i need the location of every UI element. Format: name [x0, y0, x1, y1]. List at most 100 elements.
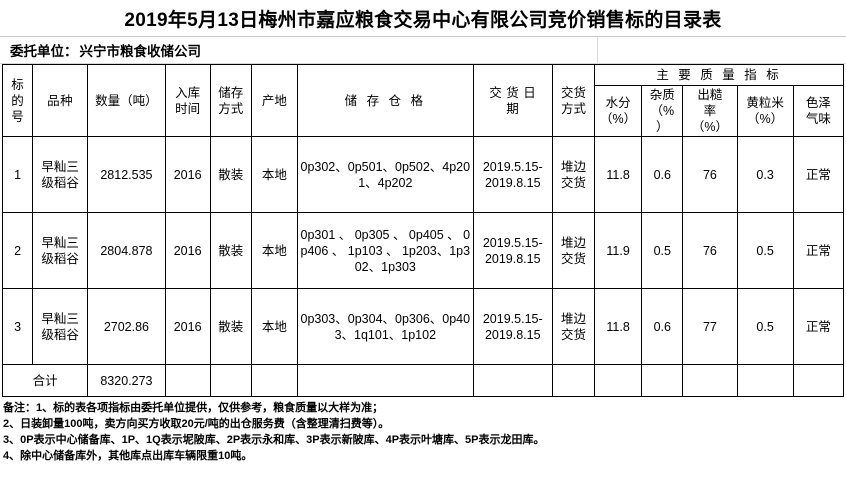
table-row: 2 早籼三 级稻谷 2804.878 2016 散装 本地 0p301 、 0p… — [1, 212, 845, 289]
th-delivery-method: 交货 方式 — [551, 64, 596, 137]
table-total-row: 合计 8320.273 — [1, 364, 845, 397]
cell-lot-no: 2 — [1, 212, 34, 289]
th-lot-no-l2: 的 — [11, 93, 24, 108]
cell-storage-time: 2016 — [164, 212, 211, 289]
cell-variety: 早籼三 级稻谷 — [32, 212, 89, 289]
table-wrapper: 标 的 号 品种 数量（吨） 入库 时间 储存 方式 产地 储 存 — [0, 64, 846, 397]
th-lot-no-l1: 标 — [11, 77, 24, 92]
th-origin: 产地 — [250, 64, 299, 137]
cell-delivery-date-l1: 2019.5.15- — [482, 159, 543, 174]
cell-variety: 早籼三 级稻谷 — [32, 288, 89, 365]
th-delivery-date-l2: 期 — [506, 101, 520, 116]
cell-color-odor: 正常 — [792, 288, 845, 365]
cell-storage-method: 散装 — [209, 136, 252, 213]
cell-total-quantity: 8320.273 — [87, 364, 166, 397]
th-brown-l3: （%） — [691, 120, 728, 134]
cell-color-odor: 正常 — [792, 212, 845, 289]
cell-yellow-rice: 0.5 — [736, 212, 794, 289]
cell-variety-l2: 级稻谷 — [41, 175, 79, 190]
cell-delivery-date-l2: 2019.8.15 — [484, 251, 541, 266]
cell-delivery-date: 2019.5.15- 2019.8.15 — [472, 212, 553, 289]
cell-storage-time: 2016 — [164, 288, 211, 365]
th-warehouse-cells: 储 存 仓 格 — [297, 64, 474, 137]
cell-variety: 早籼三 级稻谷 — [32, 136, 89, 213]
consignor-label: 委托单位： — [10, 44, 78, 59]
th-quantity: 数量（吨） — [87, 64, 166, 137]
th-delivery-date-l1: 交 货 日 — [489, 85, 537, 100]
cell-total-brown-rice-rate — [682, 364, 738, 397]
th-impurity: 杂质 （% ） — [641, 85, 684, 137]
consignor-value: 兴宁市粮食收储公司 — [79, 44, 202, 59]
cell-lot-no: 1 — [1, 136, 34, 213]
cell-delivery-method-l1: 堆边 — [560, 159, 586, 174]
cell-total-delivery-method — [551, 364, 596, 397]
cell-impurity: 0.6 — [641, 136, 684, 213]
cell-total-storage-method — [209, 364, 252, 397]
th-impurity-l3: ） — [656, 120, 669, 134]
th-storage-method-l1: 储存 — [218, 85, 244, 100]
th-impurity-l2: （% — [650, 104, 675, 118]
cell-quantity: 2812.535 — [87, 136, 166, 213]
cell-total-yellow-rice — [736, 364, 794, 397]
cell-color-odor: 正常 — [792, 136, 845, 213]
cell-yellow-rice: 0.3 — [736, 136, 794, 213]
cell-origin: 本地 — [250, 212, 299, 289]
cell-total-warehouse-cells — [297, 364, 474, 397]
cell-brown-rice-rate: 77 — [682, 288, 738, 365]
cell-moisture: 11.8 — [594, 288, 643, 365]
cell-storage-time: 2016 — [164, 136, 211, 213]
table-row: 3 早籼三 级稻谷 2702.86 2016 散装 本地 0p303、0p304… — [1, 288, 845, 365]
th-lot-no-l3: 号 — [11, 109, 24, 124]
cell-delivery-method: 堆边 交货 — [551, 212, 596, 289]
cell-warehouse-cells: 0p302、0p501、0p502、4p201、4p202 — [297, 136, 474, 213]
cell-moisture: 11.8 — [594, 136, 643, 213]
cell-quantity: 2804.878 — [87, 212, 166, 289]
cell-lot-no: 3 — [1, 288, 34, 365]
th-quality-group: 主 要 质 量 指 标 — [594, 64, 844, 86]
cell-total-delivery-date — [472, 364, 553, 397]
cell-delivery-date-l1: 2019.5.15- — [482, 311, 543, 326]
note-line-1: 备注：1、标的表各项指标由委托单位提供，仅供参考，粮食质量以大样为准； — [3, 402, 384, 414]
th-brown-l2: 率 — [703, 104, 717, 118]
cell-total-storage-time — [164, 364, 211, 397]
cell-delivery-method: 堆边 交货 — [551, 136, 596, 213]
table-head: 标 的 号 品种 数量（吨） 入库 时间 储存 方式 产地 储 存 — [1, 64, 845, 137]
note-line-4: 4、除中心储备库外，其他库点出库车辆限重10吨。 — [3, 449, 253, 462]
th-color-odor: 色泽 气味 — [792, 85, 845, 137]
th-lot-no: 标 的 号 — [1, 64, 34, 137]
cell-quantity: 2702.86 — [87, 288, 166, 365]
cell-warehouse-cells: 0p303、0p304、0p306、0p403、1q101、1p102 — [297, 288, 474, 365]
note-line-3: 3、0P表示中心储备库、1P、1Q表示坭陂库、2P表示永和库、3P表示新陂库、4… — [3, 433, 545, 446]
th-brown-l1: 出糙 — [697, 88, 723, 102]
th-storage-time-l1: 入库 — [175, 85, 201, 100]
cell-delivery-method-l2: 交货 — [560, 175, 586, 190]
cell-variety-l1: 早籼三 — [41, 235, 79, 250]
cell-moisture: 11.9 — [594, 212, 643, 289]
th-delivery-method-l2: 方式 — [560, 101, 586, 116]
cell-delivery-method-l1: 堆边 — [560, 311, 586, 326]
cell-delivery-date-l2: 2019.8.15 — [484, 327, 541, 342]
cell-origin: 本地 — [250, 136, 299, 213]
page-title: 2019年5月13日梅州市嘉应粮食交易中心有限公司竞价销售标的目录表 — [124, 9, 722, 31]
cell-delivery-date-l2: 2019.8.15 — [484, 175, 541, 190]
cell-variety-l2: 级稻谷 — [41, 251, 79, 266]
cell-delivery-method: 堆边 交货 — [551, 288, 596, 365]
th-storage-time: 入库 时间 — [164, 64, 211, 137]
cell-brown-rice-rate: 76 — [682, 212, 738, 289]
note-line-2: 2、日装卸量100吨，卖方向买方收取20元/吨的出仓服务费（含整理清扫费等）。 — [3, 417, 390, 430]
th-yellow-l2: （%） — [747, 112, 784, 126]
cell-total-label: 合计 — [1, 364, 89, 397]
cell-delivery-date: 2019.5.15- 2019.8.15 — [472, 136, 553, 213]
cell-delivery-method-l1: 堆边 — [560, 235, 586, 250]
cell-total-origin — [250, 364, 299, 397]
cell-impurity: 0.6 — [641, 288, 684, 365]
cell-warehouse-cells: 0p301 、 0p305 、 0p405 、 0p406 、 1p103 、 … — [297, 212, 474, 289]
th-moisture: 水分 （%） — [594, 85, 643, 137]
footer-notes: 备注：1、标的表各项指标由委托单位提供，仅供参考，粮食质量以大样为准； 2、日装… — [0, 397, 846, 465]
th-impurity-l1: 杂质 — [649, 88, 675, 102]
th-storage-method: 储存 方式 — [209, 64, 252, 137]
cell-variety-l1: 早籼三 — [41, 159, 79, 174]
th-delivery-date: 交 货 日 期 — [472, 64, 553, 137]
cell-delivery-date-l1: 2019.5.15- — [482, 235, 543, 250]
cell-total-moisture — [594, 364, 643, 397]
